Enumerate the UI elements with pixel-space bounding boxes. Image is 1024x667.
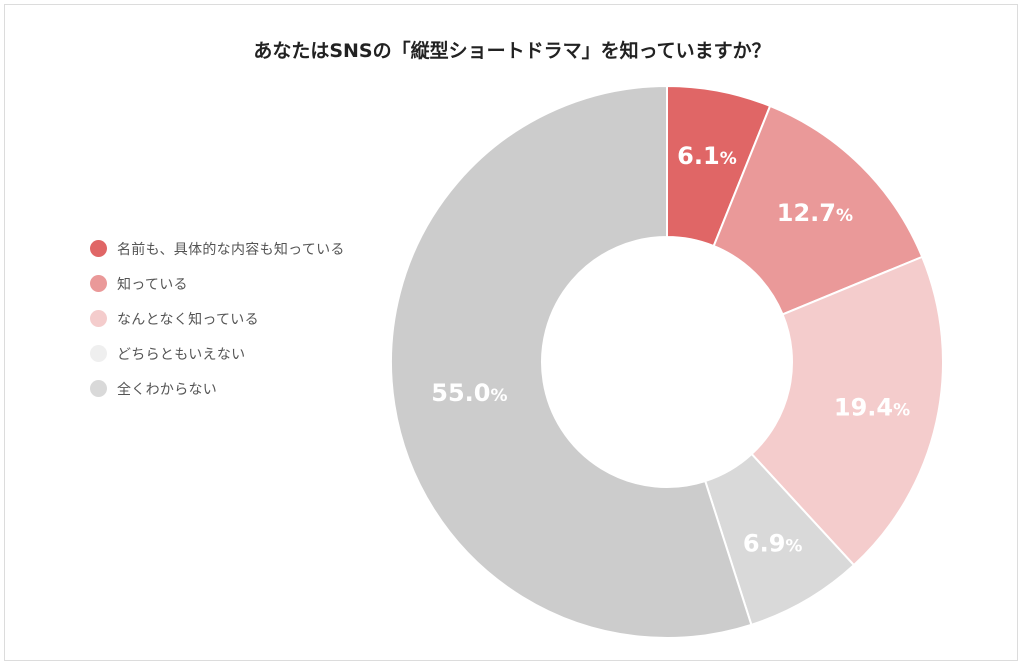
slice-value-label: 6.1% [677, 142, 737, 170]
legend-item: 名前も、具体的な内容も知っている [90, 231, 345, 266]
slice-value-label: 19.4% [834, 393, 910, 421]
slice-value-label: 12.7% [777, 199, 853, 227]
donut-slice [390, 84, 753, 639]
legend-swatch [90, 380, 107, 397]
legend-swatch [90, 345, 107, 362]
donut-slice [712, 104, 924, 316]
legend-item: 知っている [90, 266, 345, 301]
legend-label: 名前も、具体的な内容も知っている [117, 241, 345, 258]
donut-slice [750, 255, 944, 567]
legend-label: どちらともいえない [117, 346, 246, 363]
legend-item: 全くわからない [90, 371, 345, 406]
legend-item: なんとなく知っている [90, 301, 345, 336]
chart-title: あなたはSNSの「縦型ショートドラマ」を知っていますか？ [253, 40, 771, 62]
legend-label: 全くわからない [117, 381, 218, 398]
slice-value-label: 55.0% [431, 379, 507, 407]
legend-swatch [90, 310, 107, 327]
legend-swatch [90, 275, 107, 292]
legend-label: なんとなく知っている [117, 311, 259, 328]
legend-label: 知っている [117, 276, 188, 293]
legend: 名前も、具体的な内容も知っている 知っている なんとなく知っている どちらともい… [90, 231, 345, 406]
legend-item: どちらともいえない [90, 336, 345, 371]
legend-swatch [90, 240, 107, 257]
slice-value-label: 6.9% [743, 529, 803, 557]
